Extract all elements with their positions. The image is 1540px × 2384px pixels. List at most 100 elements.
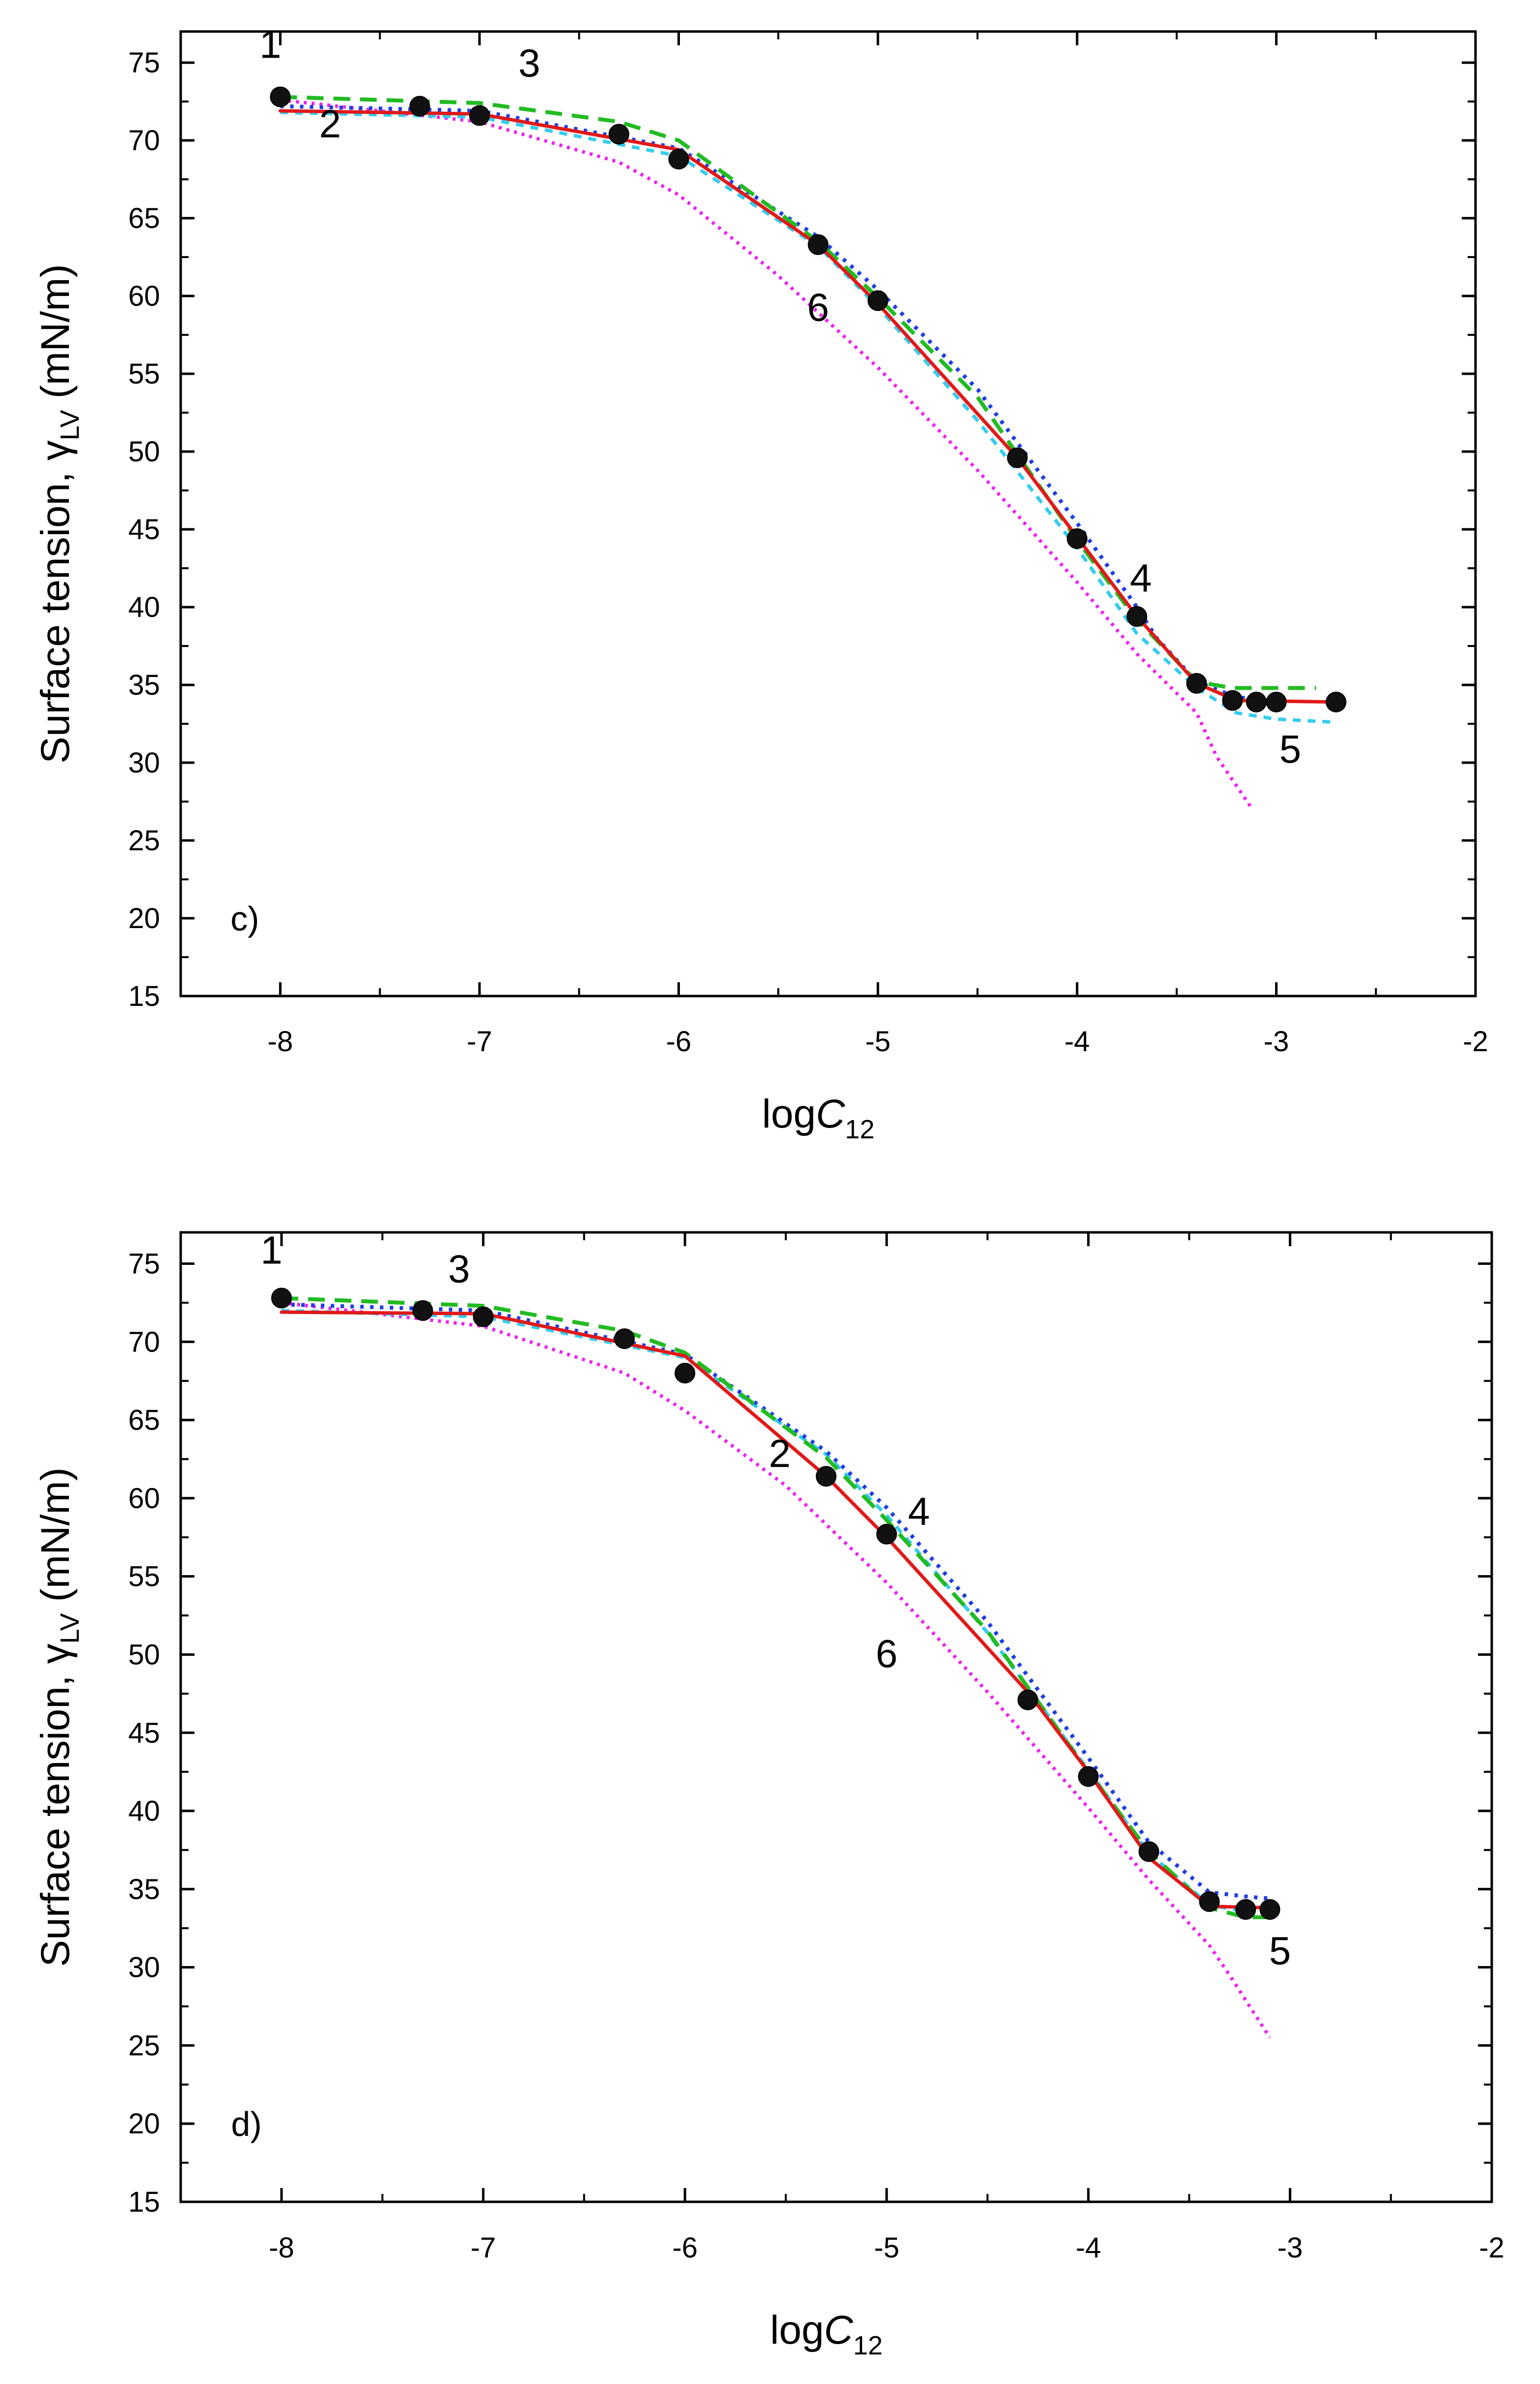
curve-label-4: 4 — [1130, 556, 1152, 600]
curve-label-2: 2 — [769, 1431, 791, 1475]
y-tick-label: 75 — [128, 47, 160, 79]
curve-label-5: 5 — [1279, 727, 1301, 771]
y-tick-label: 35 — [128, 1873, 160, 1905]
data-point — [412, 1300, 433, 1321]
panel-label: d) — [231, 2105, 261, 2143]
data-point — [1138, 1841, 1159, 1862]
series-line-6 — [281, 1301, 1272, 2039]
x-axis-title: logC12 — [762, 1092, 875, 1144]
data-point — [1007, 447, 1028, 468]
curve-label-3: 3 — [448, 1247, 470, 1291]
x-tick-label: -3 — [1278, 2232, 1303, 2264]
x-tick-label: -4 — [1076, 2232, 1101, 2264]
series-line-4 — [280, 104, 1277, 703]
data-point — [609, 124, 630, 145]
data-point — [1199, 1891, 1220, 1912]
curve-label-6: 6 — [876, 1632, 898, 1675]
x-axis-title: logC12 — [770, 2308, 883, 2360]
y-tick-label: 50 — [128, 436, 160, 468]
x-tick-label: -4 — [1064, 1026, 1090, 1058]
data-point — [270, 86, 291, 107]
data-point — [473, 1306, 494, 1327]
y-tick-label: 45 — [128, 514, 160, 546]
y-tick-label: 25 — [128, 2030, 160, 2062]
y-tick-label: 20 — [128, 902, 160, 934]
data-point — [271, 1288, 292, 1309]
series-line-6 — [280, 98, 1254, 810]
y-tick-label: 55 — [128, 358, 160, 390]
y-tick-label: 65 — [128, 202, 160, 234]
y-tick-label: 35 — [128, 669, 160, 701]
data-point — [867, 290, 889, 311]
curve-label-1: 1 — [260, 1228, 283, 1272]
y-tick-label: 40 — [128, 591, 160, 623]
data-point — [1222, 690, 1243, 711]
data-point — [409, 96, 430, 117]
x-tick-label: -5 — [874, 2232, 899, 2264]
data-point — [1259, 1899, 1281, 1920]
y-tick-label: 70 — [128, 1326, 160, 1358]
x-tick-label: -6 — [672, 2232, 698, 2264]
data-point — [1186, 673, 1207, 694]
y-tick-label: 70 — [128, 125, 160, 157]
series-line-2 — [280, 1310, 1272, 1910]
y-tick-label: 15 — [128, 2186, 160, 2218]
plot-frame — [179, 1231, 1493, 2203]
y-tick-label: 25 — [128, 825, 160, 857]
y-tick-label: 60 — [128, 280, 160, 312]
series-line-3 — [281, 1296, 1270, 1919]
data-point — [1325, 691, 1347, 712]
x-tick-label: -7 — [467, 1026, 492, 1058]
y-tick-label: 40 — [128, 1795, 160, 1827]
y-axis-title: Surface tension, γLV (mN/m) — [33, 1467, 85, 1966]
x-tick-label: -2 — [1479, 2232, 1505, 2264]
series-line-3 — [280, 95, 1316, 690]
curve-label-1: 1 — [259, 23, 282, 66]
y-tick-label: 15 — [128, 980, 160, 1012]
y-tick-label: 75 — [128, 1248, 160, 1280]
data-point — [1246, 691, 1267, 712]
panel-label: c) — [230, 900, 259, 938]
chart-panel-c: -8 -7 -6 -5 -4 -3 -215202530354045505560657075… — [33, 23, 1488, 1144]
y-axis-title: Surface tension, γLV (mN/m) — [33, 264, 85, 763]
y-tick-label: 30 — [128, 747, 160, 779]
data-point — [1078, 1766, 1099, 1787]
y-tick-label: 65 — [128, 1404, 160, 1436]
data-point — [1066, 528, 1088, 549]
y-tick-label: 60 — [128, 1482, 160, 1514]
x-tick-label: -8 — [269, 2232, 294, 2264]
x-tick-label: -6 — [666, 1026, 692, 1058]
series-line-2 — [278, 109, 1338, 704]
chart-panel-d: -8 -7 -6 -5 -4 -3 -215202530354045505560657075… — [33, 1228, 1505, 2360]
series-line-5 — [280, 110, 1336, 724]
plot-frame — [179, 30, 1477, 998]
series-line-5 — [281, 1309, 1270, 1916]
x-tick-label: -5 — [865, 1026, 891, 1058]
data-point — [614, 1328, 635, 1349]
data-point — [1235, 1899, 1256, 1920]
data-point — [807, 234, 829, 255]
x-tick-label: -8 — [268, 1026, 293, 1058]
data-point — [1017, 1689, 1038, 1710]
y-tick-label: 50 — [128, 1639, 160, 1671]
y-tick-label: 30 — [128, 1952, 160, 1984]
curve-label-4: 4 — [908, 1489, 930, 1533]
x-tick-label: -3 — [1264, 1026, 1289, 1058]
data-point — [816, 1466, 837, 1487]
curve-label-5: 5 — [1269, 1929, 1291, 1972]
data-point — [876, 1523, 897, 1545]
y-tick-label: 20 — [128, 2108, 160, 2140]
data-point — [1266, 691, 1287, 712]
curve-label-2: 2 — [319, 102, 341, 146]
x-tick-label: -2 — [1463, 1026, 1488, 1058]
data-point — [674, 1362, 696, 1384]
data-point — [668, 149, 689, 170]
y-tick-label: 45 — [128, 1717, 160, 1749]
y-tick-label: 55 — [128, 1561, 160, 1593]
series-line-4 — [281, 1302, 1270, 1901]
curve-label-3: 3 — [518, 41, 541, 85]
data-point — [469, 105, 490, 126]
curve-label-6: 6 — [807, 286, 830, 329]
x-tick-label: -7 — [471, 2232, 496, 2264]
